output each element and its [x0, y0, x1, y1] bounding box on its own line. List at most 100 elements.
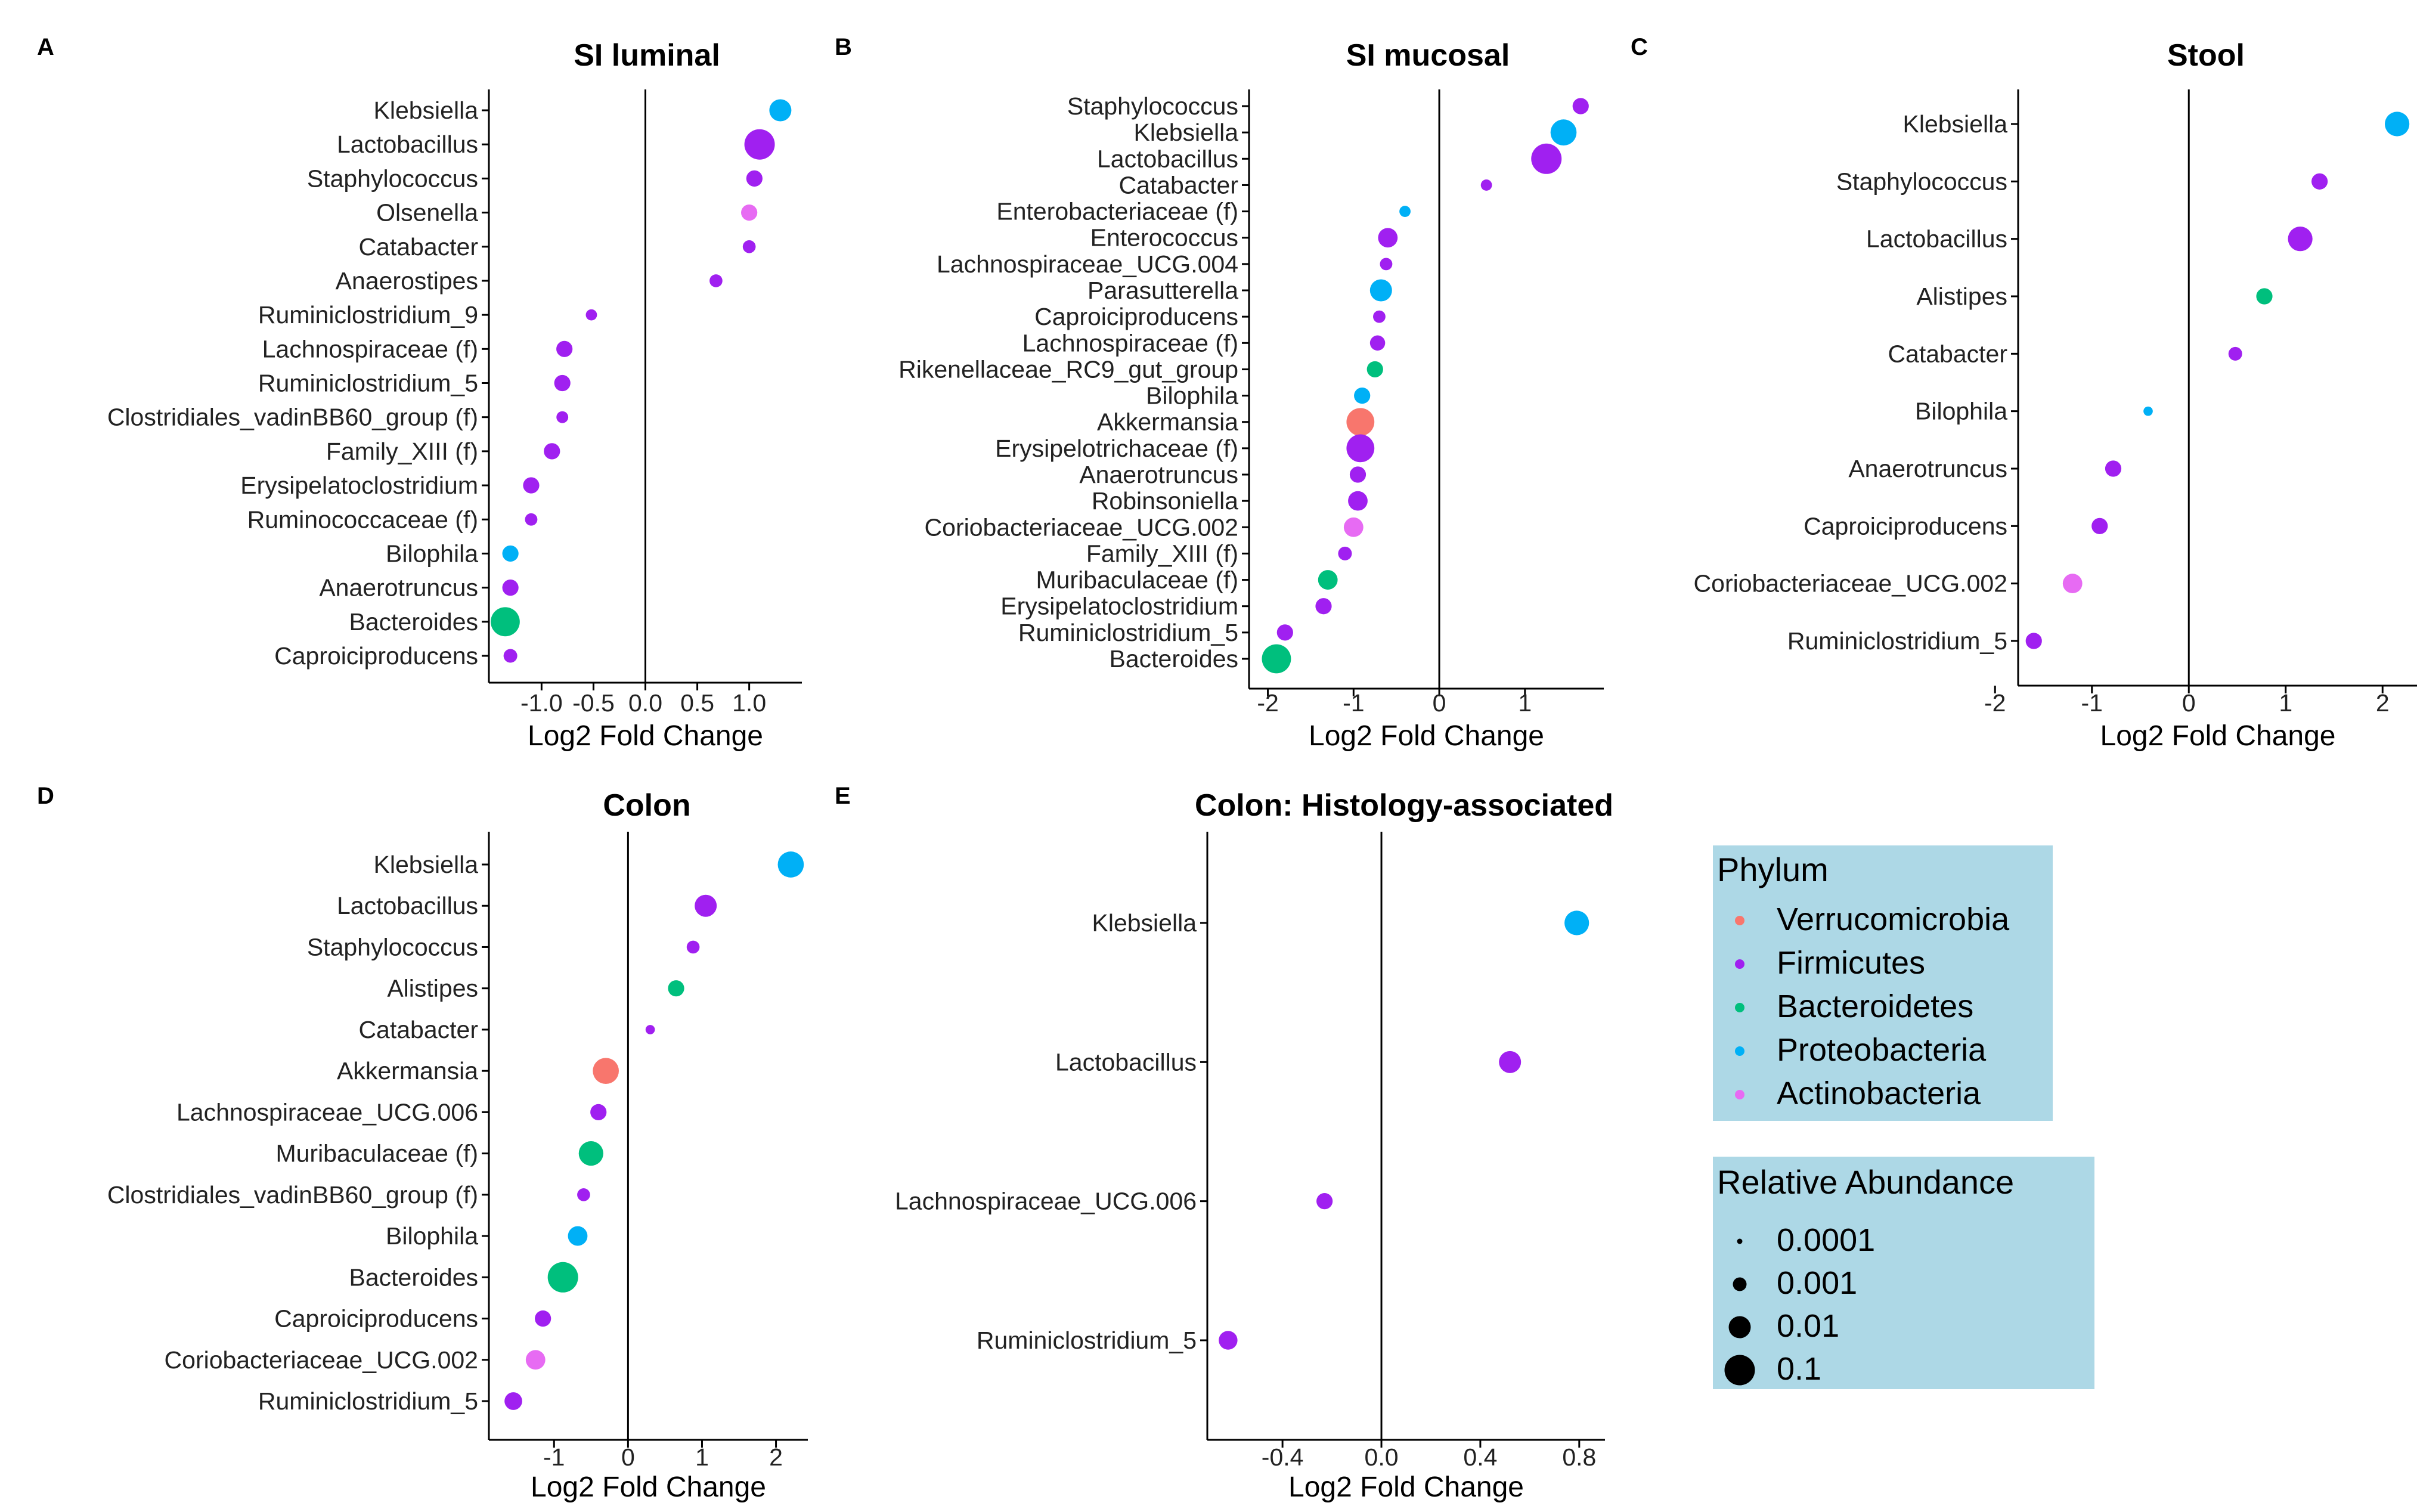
- point-catabacter: [742, 240, 756, 253]
- point-catabacter: [1480, 179, 1492, 191]
- y-tick-label: Bacteroides: [349, 608, 478, 636]
- point-coriobacteriaceae-ucg-002: [2062, 574, 2083, 594]
- y-tick-label: Lachnospiraceae_UCG.004: [937, 250, 1238, 278]
- x-axis-label: Log2 Fold Change: [531, 1471, 766, 1503]
- x-axis-label: Log2 Fold Change: [2100, 720, 2336, 752]
- y-tick-label: Family_XIII (f): [326, 438, 478, 465]
- point-bilophila: [502, 545, 519, 562]
- y-tick-label: Catabacter: [1118, 171, 1238, 199]
- legend-key-verrucomicrobia: [1735, 916, 1744, 925]
- point-alistipes: [2256, 288, 2273, 305]
- point-anaerotruncus: [502, 580, 519, 596]
- point-anaerotruncus: [2105, 460, 2122, 477]
- y-tick-label: Bilophila: [1146, 382, 1238, 410]
- point-caproiciproducens: [535, 1310, 551, 1327]
- size-label: 0.01: [1777, 1308, 1839, 1344]
- y-tick-label: Rikenellaceae_RC9_gut_group: [898, 355, 1238, 383]
- size-key: [1737, 1238, 1743, 1244]
- point-klebsiella: [777, 851, 804, 878]
- point-anaerotruncus: [1349, 466, 1366, 483]
- x-axis-label: Log2 Fold Change: [528, 720, 763, 752]
- x-tick-label: 1.0: [732, 689, 766, 717]
- y-tick-label: Olsenella: [376, 199, 478, 227]
- panel-e: E Colon: Histology-associated -0.4 0.0 0.4 0.…: [835, 783, 1613, 1503]
- y-tick-label: Caproiciproducens: [1804, 512, 2007, 540]
- x-tick-label: 0.0: [1365, 1443, 1399, 1471]
- point-lachnospiraceae-f: [1369, 335, 1386, 351]
- point-ruminiclostridium-5: [1276, 624, 1293, 641]
- point-coriobacteriaceae-ucg-002: [1343, 517, 1364, 537]
- y-tick-label: Bilophila: [1915, 398, 2007, 425]
- point-clostridiales-vadinbb60-group-f: [556, 411, 569, 423]
- legend-key-proteobacteria: [1735, 1046, 1744, 1056]
- y-tick-label: Bilophila: [386, 1222, 478, 1250]
- y-tick-label: Bacteroides: [349, 1263, 478, 1291]
- x-tick-label: -2: [1984, 689, 2006, 717]
- point-olsenella: [741, 204, 758, 221]
- y-tick-label: Lachnospiraceae (f): [262, 335, 478, 362]
- point-ruminiclostridium-5: [2025, 633, 2042, 649]
- point-family-xiii-f: [544, 443, 560, 460]
- size-label: 0.0001: [1777, 1222, 1875, 1258]
- x-tick-label: 0.5: [680, 689, 714, 717]
- point-muribaculaceae-f: [1318, 570, 1338, 590]
- x-tick-label: 1: [1518, 689, 1532, 717]
- y-tick-label: Anaerotruncus: [1079, 461, 1238, 488]
- y-tick-label: Catabacter: [358, 1016, 478, 1043]
- legend-label-verrucomicrobia: Verrucomicrobia: [1777, 901, 2010, 937]
- x-axis-label: Log2 Fold Change: [1309, 720, 1544, 752]
- y-tick-label: Ruminiclostridium_5: [1787, 627, 2007, 655]
- x-tick-label: -1: [1343, 689, 1364, 717]
- panel-letter: A: [37, 34, 54, 60]
- point-family-xiii-f: [1338, 546, 1352, 560]
- point-lachnospiraceae-ucg-006: [1316, 1193, 1333, 1210]
- point-bilophila: [568, 1226, 588, 1246]
- point-klebsiella: [769, 99, 792, 122]
- legend-key-actinobacteria: [1735, 1090, 1744, 1099]
- y-tick-label: Klebsiella: [1134, 119, 1239, 146]
- point-lactobacillus: [2288, 227, 2313, 252]
- panel-letter: B: [835, 34, 852, 60]
- y-tick-label: Bilophila: [386, 540, 478, 567]
- point-klebsiella: [1564, 910, 1589, 935]
- point-lactobacillus: [1531, 143, 1562, 174]
- y-tick-label: Erysipelotrichaceae (f): [995, 435, 1238, 462]
- point-lachnospiraceae-ucg-006: [590, 1104, 607, 1120]
- y-tick-label: Alistipes: [1916, 283, 2007, 310]
- y-tick-label: Lactobacillus: [1055, 1048, 1197, 1076]
- y-tick-label: Coriobacteriaceae_UCG.002: [1694, 570, 2007, 597]
- point-bilophila: [2143, 406, 2153, 416]
- legend-key-bacteroidetes: [1735, 1003, 1744, 1012]
- legend-label-firmicutes: Firmicutes: [1777, 945, 1925, 981]
- x-tick-label: 0: [1433, 689, 1446, 717]
- x-tick-label: 0: [2182, 689, 2196, 717]
- size-key: [1733, 1277, 1747, 1291]
- y-tick-label: Enterobacteriaceae (f): [996, 198, 1238, 225]
- y-tick-label: Klebsiella: [374, 851, 479, 878]
- point-erysipelatoclostridium: [1315, 598, 1332, 615]
- point-klebsiella: [1550, 119, 1577, 145]
- point-ruminiclostridium-5: [504, 1392, 522, 1410]
- y-tick-label: Coriobacteriaceae_UCG.002: [165, 1346, 478, 1374]
- point-parasutterella: [1369, 279, 1392, 302]
- point-bilophila: [1354, 387, 1371, 404]
- y-tick-label: Lactobacillus: [337, 892, 478, 919]
- point-ruminiclostridium-5: [554, 374, 571, 392]
- x-tick-label: -0.4: [1262, 1443, 1304, 1471]
- point-muribaculaceae-f: [578, 1141, 603, 1166]
- x-tick-label: 1: [2279, 689, 2292, 717]
- y-tick-label: Staphylococcus: [307, 165, 478, 192]
- y-tick-label: Ruminococcaceae (f): [247, 506, 478, 533]
- y-tick-label: Ruminiclostridium_5: [1018, 619, 1238, 646]
- point-lactobacillus: [744, 129, 775, 160]
- x-tick-label: 0.0: [628, 689, 662, 717]
- point-staphylococcus: [1572, 98, 1589, 114]
- point-klebsiella: [2385, 111, 2410, 137]
- point-bacteroides: [490, 607, 520, 637]
- y-tick-label: Lactobacillus: [1866, 225, 2007, 253]
- y-tick-label: Staphylococcus: [307, 933, 478, 961]
- point-catabacter: [645, 1025, 655, 1034]
- x-tick-label: -2: [1257, 689, 1278, 717]
- x-tick-label: -1: [543, 1443, 565, 1471]
